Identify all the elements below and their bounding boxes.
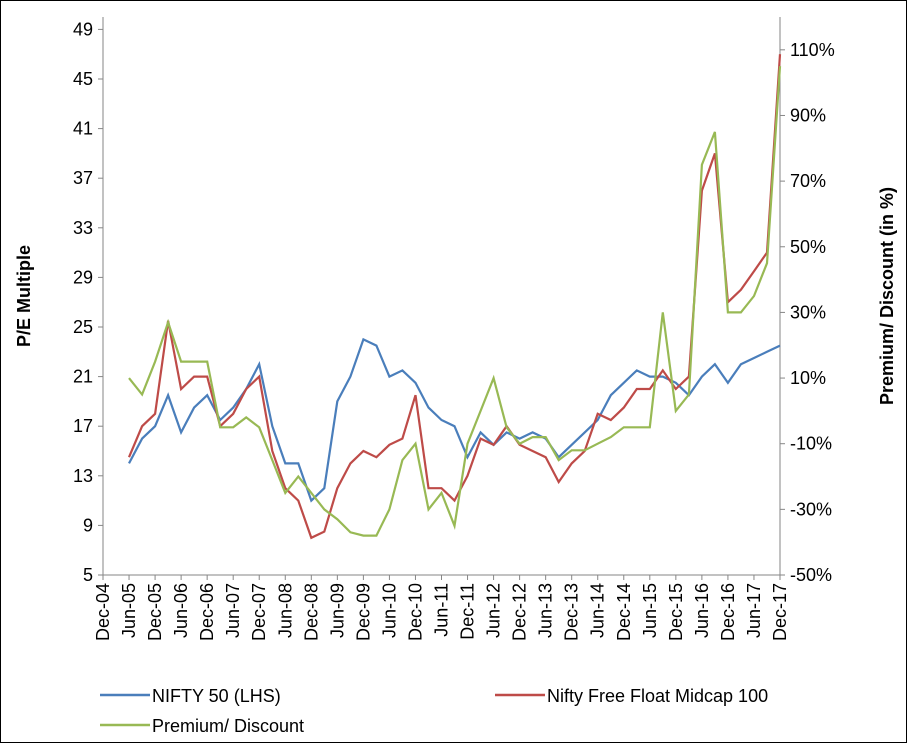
x-tick-label: Dec-14	[614, 583, 634, 641]
x-tick-label: Jun-13	[536, 583, 556, 638]
x-tick-label: Dec-11	[458, 583, 478, 640]
y2-tick-label: 110%	[790, 40, 835, 60]
y2-tick-label: 30%	[790, 302, 826, 322]
x-tick-label: Jun-14	[588, 583, 608, 638]
x-tick-label: Jun-08	[275, 583, 295, 638]
x-tick-label: Dec-10	[405, 583, 425, 641]
y-axis-title: P/E Multiple	[14, 245, 34, 347]
x-tick-label: Dec-08	[301, 583, 321, 641]
y-tick-label: 21	[73, 367, 93, 387]
y-tick-label: 41	[73, 119, 93, 139]
legend-label: NIFTY 50 (LHS)	[152, 686, 281, 706]
y-tick-label: 29	[73, 267, 93, 287]
y-tick-label: 45	[73, 69, 93, 89]
x-tick-label: Dec-06	[197, 583, 217, 641]
x-tick-label: Dec-15	[666, 583, 686, 641]
y2-tick-label: -50%	[790, 565, 832, 585]
y-tick-label: 33	[73, 218, 93, 238]
series-line	[128, 66, 782, 537]
x-tick-label: Jun-10	[379, 583, 399, 638]
y-tick-label: 37	[73, 168, 93, 188]
y-tick-label: 5	[83, 565, 93, 585]
y2-tick-label: 50%	[790, 237, 826, 257]
x-tick-label: Dec-07	[249, 583, 269, 641]
y-tick-label: 25	[73, 317, 93, 337]
x-tick-label: Dec-05	[145, 583, 165, 641]
x-tick-label: Dec-09	[353, 583, 373, 641]
y-tick-label: 9	[83, 515, 93, 535]
x-tick-label: Jun-05	[119, 583, 139, 638]
x-tick-label: Dec-17	[770, 583, 790, 641]
x-tick-label: Dec-13	[562, 583, 582, 641]
x-tick-label: Jun-06	[171, 583, 191, 638]
x-tick-label: Jun-07	[223, 583, 243, 638]
x-tick-label: Jun-17	[744, 583, 764, 638]
x-tick-label: Jun-16	[692, 583, 712, 638]
x-tick-label: Dec-12	[510, 583, 530, 641]
x-tick-label: Jun-15	[640, 583, 660, 638]
y2-axis-title: Premium/ Discount (in %)	[877, 187, 897, 405]
x-tick-label: Jun-09	[327, 583, 347, 638]
x-tick-label: Jun-12	[484, 583, 504, 638]
x-tick-label: Dec-16	[718, 583, 738, 641]
y-tick-label: 49	[73, 19, 93, 39]
y2-tick-label: 90%	[790, 105, 826, 125]
y-tick-label: 17	[73, 416, 93, 436]
x-tick-label: Jun-11	[432, 583, 452, 637]
y2-tick-label: 70%	[790, 171, 826, 191]
legend-label: Premium/ Discount	[152, 716, 304, 736]
legend-label: Nifty Free Float Midcap 100	[547, 686, 768, 706]
y2-tick-label: -30%	[790, 499, 832, 519]
x-tick-label: Dec-04	[93, 583, 113, 641]
y2-tick-label: 10%	[790, 368, 826, 388]
y-tick-label: 13	[73, 466, 93, 486]
y2-tick-label: -10%	[790, 434, 832, 454]
